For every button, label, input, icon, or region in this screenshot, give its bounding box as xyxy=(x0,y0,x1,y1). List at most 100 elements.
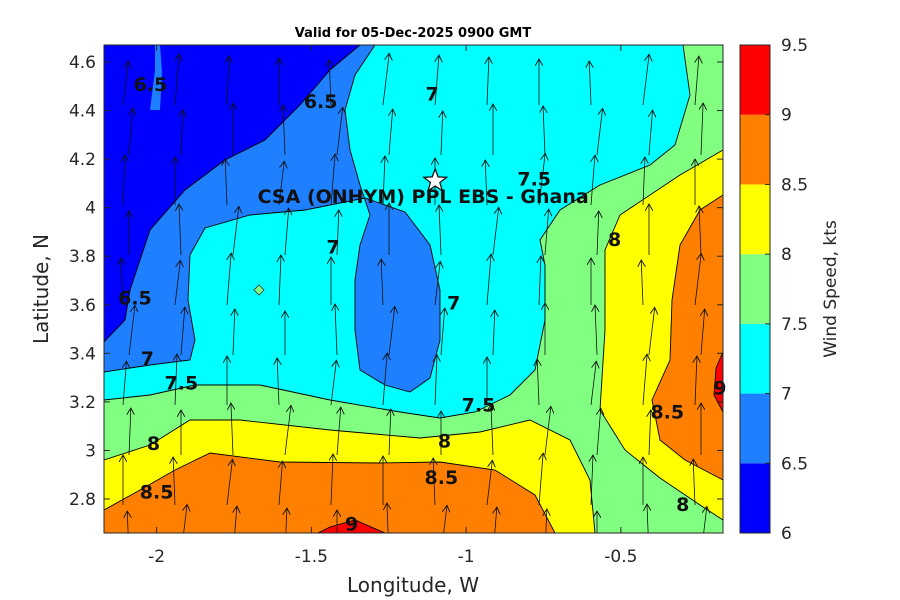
contour-band-9-9.5-south xyxy=(318,520,385,533)
wind-vector-arrow xyxy=(129,108,133,156)
contour-label: 6.5 xyxy=(304,91,338,113)
contour-label: 7 xyxy=(141,348,154,370)
wind-vector-arrow xyxy=(693,459,695,506)
contour-band-8.5-9-south xyxy=(104,453,555,533)
wind-vector-arrow xyxy=(175,354,177,406)
contour-label: 7 xyxy=(326,237,339,259)
contour-line-7 xyxy=(104,45,441,393)
wind-vector-arrow xyxy=(591,155,595,206)
contour-label: 8 xyxy=(608,229,621,251)
colorbar-tick-label: 9.5 xyxy=(781,36,808,56)
colorbar-label: Wind Speed, kts xyxy=(821,220,841,358)
wind-vector-arrow xyxy=(537,359,539,406)
wind-vector-arrow xyxy=(591,455,593,506)
wind-vector-arrow xyxy=(649,410,651,456)
contour-line-8-east xyxy=(599,149,723,521)
contour-label-group: 6.5 6.5 7 7 7 7.5 8 6.5 7 7.5 7.5 8 8 8.5 8.5 8.5 9 9 8 xyxy=(118,74,726,535)
wind-vector-arrow xyxy=(493,310,495,356)
wind-vector-arrow xyxy=(279,255,281,306)
contour-line-8-south xyxy=(104,419,596,533)
wind-vector-arrow xyxy=(284,405,291,456)
wind-vector-arrow xyxy=(335,304,337,356)
y-tick-label: 4.2 xyxy=(69,150,96,170)
wind-vector-arrow xyxy=(383,156,385,206)
wind-vector-arrow xyxy=(647,504,649,533)
y-axis-label: Latitude, N xyxy=(29,234,53,344)
wind-vector-arrow xyxy=(590,361,596,406)
wind-vector-arrow xyxy=(173,457,175,506)
wind-vector-arrow xyxy=(486,460,492,506)
y-tick-label: 3.8 xyxy=(69,247,96,267)
wind-vector-arrow xyxy=(701,506,707,533)
contour-line-8.5-south xyxy=(104,452,556,533)
wind-vector-arrow xyxy=(128,305,135,356)
contour-label: 7 xyxy=(425,84,438,106)
wind-vector-arrow xyxy=(596,108,603,156)
contour-label: 7 xyxy=(447,292,460,314)
y-tick-label: 4 xyxy=(85,199,96,219)
wind-vector-arrow xyxy=(701,309,705,356)
wind-vector-arrow xyxy=(285,208,289,256)
wind-vector-arrow xyxy=(434,261,440,306)
contour-label: 8 xyxy=(147,433,160,455)
wind-vector-arrow xyxy=(695,56,699,106)
y-tick-label: 2.8 xyxy=(69,490,96,510)
wind-vector-arrow xyxy=(285,508,287,533)
wind-vector-field xyxy=(121,53,707,533)
x-tick-label: -2 xyxy=(148,547,165,567)
wind-vector-arrow xyxy=(337,407,341,456)
wind-vector-arrow xyxy=(538,453,543,506)
wind-vector-arrow xyxy=(642,54,649,106)
wind-vector-arrow xyxy=(595,305,597,356)
wind-vector-arrow xyxy=(543,106,545,156)
wind-vector-arrow xyxy=(382,353,387,406)
wind-vector-arrow xyxy=(181,307,185,356)
contour-line-9-east xyxy=(713,351,723,413)
y-tick-label: 4.6 xyxy=(69,53,96,73)
colorbar-tick-label: 9 xyxy=(781,106,792,126)
colorbar-tick-label: 7.5 xyxy=(781,315,808,335)
wind-vector-arrow xyxy=(649,110,653,156)
colorbar-segment xyxy=(740,393,770,464)
y-tick-label: 3.4 xyxy=(69,344,96,364)
wind-vector-arrow xyxy=(179,204,181,256)
chart-title: Valid for 05-Dec-2025 0900 GMT xyxy=(295,26,532,41)
contour-line-7.5 xyxy=(104,45,691,419)
wind-vector-arrow xyxy=(389,109,393,156)
wind-vector-arrow xyxy=(231,403,233,456)
wind-vector-arrow xyxy=(337,210,339,256)
wind-vector-arrow xyxy=(641,260,643,306)
wind-vector-arrow xyxy=(382,53,389,106)
wind-vector-arrow xyxy=(648,307,655,356)
wind-vector-arrow xyxy=(694,253,701,306)
wind-vector-arrow xyxy=(233,309,235,356)
wind-vector-arrow xyxy=(545,209,549,256)
wind-vector-arrow xyxy=(226,459,233,506)
wind-vector-arrow xyxy=(433,458,435,506)
x-tick-label: -1 xyxy=(458,547,475,567)
y-tick-label: 3 xyxy=(85,441,96,461)
wind-vector-arrow xyxy=(539,256,541,306)
contour-label: 9 xyxy=(713,377,726,399)
wind-vector-arrow xyxy=(491,404,493,456)
contour-line-8.5-east xyxy=(651,194,723,481)
wind-vector-arrow xyxy=(277,358,279,406)
contour-label: 6.5 xyxy=(134,74,168,96)
colorbar-tick-label: 7 xyxy=(781,385,792,405)
colorbar-segment xyxy=(740,463,770,533)
wind-vector-arrow xyxy=(226,253,231,306)
colorbar-frame xyxy=(739,44,771,534)
colorbar-tick-label: 6.5 xyxy=(781,454,808,474)
colorbar-segment xyxy=(740,114,770,185)
wind-vector-arrow xyxy=(387,503,389,533)
colorbar-tick-label: 8.5 xyxy=(781,175,808,195)
wind-vector-arrow xyxy=(487,254,491,306)
wind-vector-arrow xyxy=(278,161,284,206)
wind-vector-arrow xyxy=(492,207,499,256)
contour-label: 8 xyxy=(438,431,451,453)
contour-line-6.5 xyxy=(104,45,361,343)
wind-vector-arrow xyxy=(643,157,645,206)
contour-label: 7.5 xyxy=(165,372,199,394)
wind-vector-arrow xyxy=(122,61,128,106)
